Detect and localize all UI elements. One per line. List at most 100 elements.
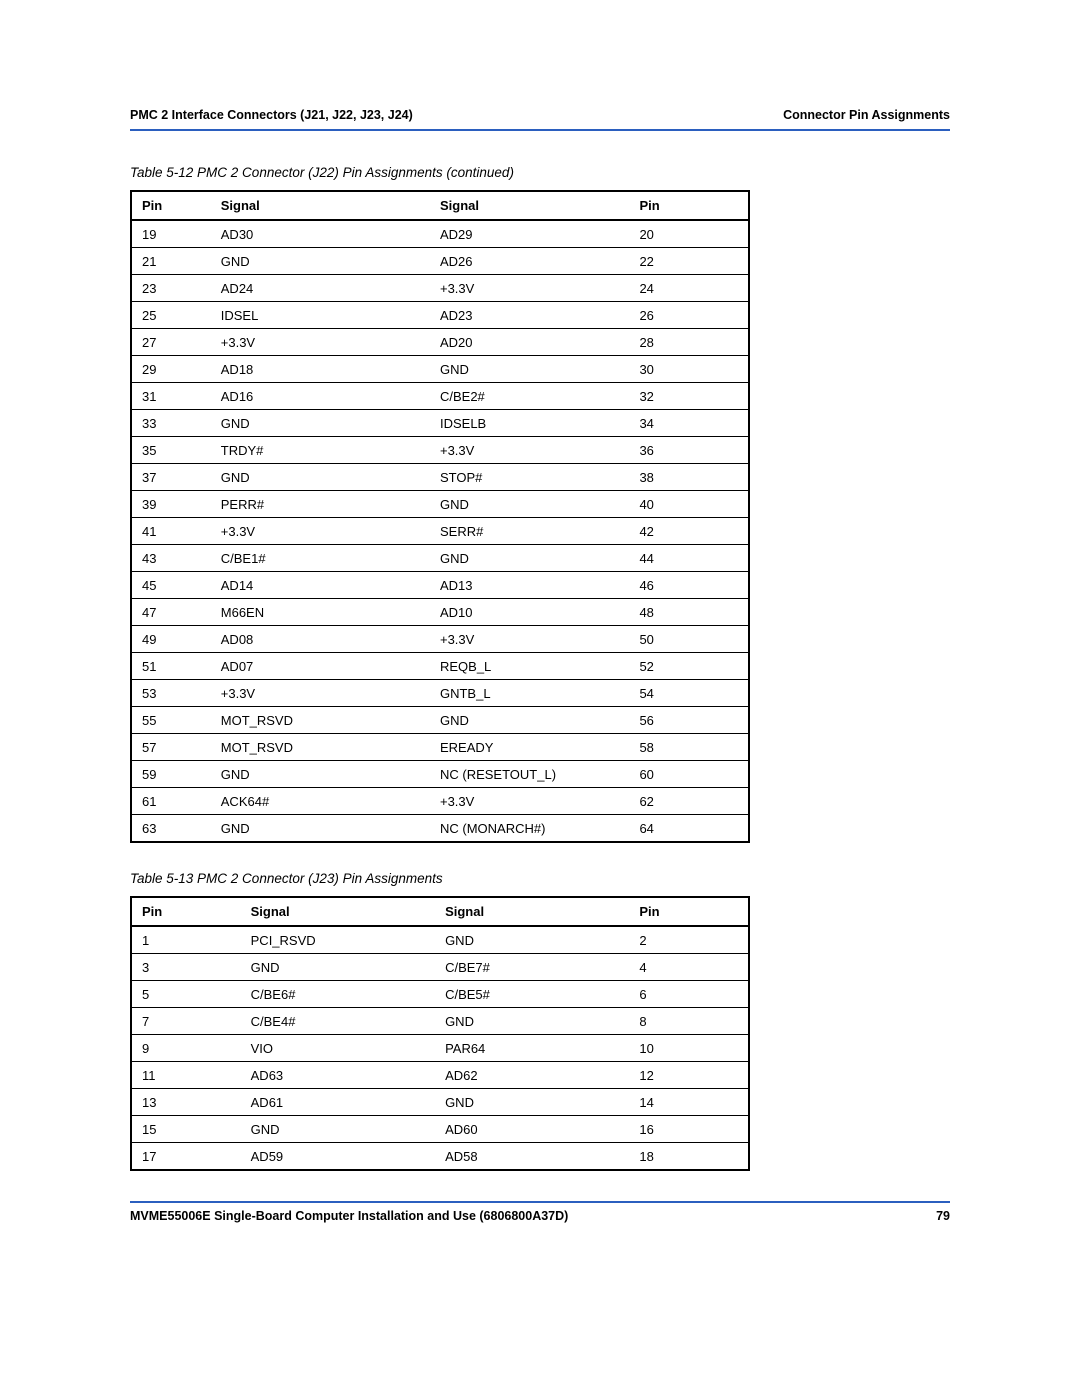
table2-cell: GND bbox=[435, 1008, 629, 1035]
table1-cell: GND bbox=[211, 410, 430, 437]
table2-cell: AD58 bbox=[435, 1143, 629, 1171]
table1-row: 45AD14AD1346 bbox=[131, 572, 749, 599]
table1-cell: AD23 bbox=[430, 302, 629, 329]
table2-cell: 14 bbox=[629, 1089, 749, 1116]
table2-col-pin-left: Pin bbox=[131, 897, 241, 926]
table1-row: 53+3.3VGNTB_L54 bbox=[131, 680, 749, 707]
table1-col-pin-left: Pin bbox=[131, 191, 211, 220]
table1-cell: +3.3V bbox=[211, 518, 430, 545]
table2-cell: PCI_RSVD bbox=[241, 926, 435, 954]
table1-cell: GND bbox=[430, 707, 629, 734]
table1-cell: GND bbox=[211, 248, 430, 275]
table1-cell: 40 bbox=[629, 491, 749, 518]
table1-row: 37GNDSTOP#38 bbox=[131, 464, 749, 491]
table1-cell: 33 bbox=[131, 410, 211, 437]
table1-cell: 53 bbox=[131, 680, 211, 707]
table1-cell: AD30 bbox=[211, 220, 430, 248]
table2-cell: GND bbox=[241, 954, 435, 981]
table1-cell: AD14 bbox=[211, 572, 430, 599]
table1-cell: AD07 bbox=[211, 653, 430, 680]
table2-cell: 17 bbox=[131, 1143, 241, 1171]
header-right-text: Connector Pin Assignments bbox=[783, 108, 950, 122]
table1-cell: 52 bbox=[629, 653, 749, 680]
table2-row: 11AD63AD6212 bbox=[131, 1062, 749, 1089]
table1-cell: GND bbox=[211, 464, 430, 491]
table1-cell: 30 bbox=[629, 356, 749, 383]
table1-row: 29AD18GND30 bbox=[131, 356, 749, 383]
table1-row: 59GNDNC (RESETOUT_L)60 bbox=[131, 761, 749, 788]
table1-cell: NC (MONARCH#) bbox=[430, 815, 629, 843]
table1-cell: AD13 bbox=[430, 572, 629, 599]
header-rule bbox=[130, 129, 950, 131]
footer-rule bbox=[130, 1201, 950, 1203]
table1-cell: TRDY# bbox=[211, 437, 430, 464]
footer-left-text: MVME55006E Single-Board Computer Install… bbox=[130, 1209, 568, 1223]
table2-cell: C/BE4# bbox=[241, 1008, 435, 1035]
table1-cell: AD18 bbox=[211, 356, 430, 383]
table1-row: 25IDSELAD2326 bbox=[131, 302, 749, 329]
page: PMC 2 Interface Connectors (J21, J22, J2… bbox=[0, 0, 1080, 1283]
table2-cell: 1 bbox=[131, 926, 241, 954]
table1-cell: AD10 bbox=[430, 599, 629, 626]
table2-cell: 10 bbox=[629, 1035, 749, 1062]
table1-cell: M66EN bbox=[211, 599, 430, 626]
table2: Pin Signal Signal Pin 1PCI_RSVDGND23GNDC… bbox=[130, 896, 750, 1171]
table1-cell: SERR# bbox=[430, 518, 629, 545]
table1-row: 41+3.3VSERR#42 bbox=[131, 518, 749, 545]
table1-row: 61ACK64#+3.3V62 bbox=[131, 788, 749, 815]
table2-header-row: Pin Signal Signal Pin bbox=[131, 897, 749, 926]
table1-col-signal-left: Signal bbox=[211, 191, 430, 220]
table2-cell: AD62 bbox=[435, 1062, 629, 1089]
table1-cell: AD16 bbox=[211, 383, 430, 410]
table1-cell: 56 bbox=[629, 707, 749, 734]
table1-cell: 50 bbox=[629, 626, 749, 653]
table2-row: 15GNDAD6016 bbox=[131, 1116, 749, 1143]
table1-cell: 28 bbox=[629, 329, 749, 356]
table1-caption: Table 5-12 PMC 2 Connector (J22) Pin Ass… bbox=[130, 165, 950, 180]
table2-cell: C/BE6# bbox=[241, 981, 435, 1008]
table1-cell: 36 bbox=[629, 437, 749, 464]
table2-row: 7C/BE4#GND8 bbox=[131, 1008, 749, 1035]
table1-header-row: Pin Signal Signal Pin bbox=[131, 191, 749, 220]
table1-cell: 48 bbox=[629, 599, 749, 626]
table1-row: 23AD24+3.3V24 bbox=[131, 275, 749, 302]
table1-cell: 32 bbox=[629, 383, 749, 410]
table2-cell: 4 bbox=[629, 954, 749, 981]
table2-col-signal-right: Signal bbox=[435, 897, 629, 926]
table1-cell: 24 bbox=[629, 275, 749, 302]
table2-cell: 11 bbox=[131, 1062, 241, 1089]
table1-cell: 44 bbox=[629, 545, 749, 572]
footer-page-number: 79 bbox=[936, 1209, 950, 1223]
table1-cell: AD24 bbox=[211, 275, 430, 302]
table1-col-signal-right: Signal bbox=[430, 191, 629, 220]
table2-cell: 3 bbox=[131, 954, 241, 981]
table1-col-pin-right: Pin bbox=[629, 191, 749, 220]
table1-cell: REQB_L bbox=[430, 653, 629, 680]
table1-row: 43C/BE1#GND44 bbox=[131, 545, 749, 572]
table2-cell: AD61 bbox=[241, 1089, 435, 1116]
table1-cell: 21 bbox=[131, 248, 211, 275]
table1-cell: PERR# bbox=[211, 491, 430, 518]
table1-cell: 57 bbox=[131, 734, 211, 761]
table1-cell: C/BE2# bbox=[430, 383, 629, 410]
table1-cell: +3.3V bbox=[430, 275, 629, 302]
table1-cell: 51 bbox=[131, 653, 211, 680]
table2-cell: 12 bbox=[629, 1062, 749, 1089]
table2-row: 3GNDC/BE7#4 bbox=[131, 954, 749, 981]
table1-cell: 26 bbox=[629, 302, 749, 329]
table2-col-signal-left: Signal bbox=[241, 897, 435, 926]
table1-cell: ACK64# bbox=[211, 788, 430, 815]
table2-cell: C/BE7# bbox=[435, 954, 629, 981]
table1-cell: 46 bbox=[629, 572, 749, 599]
table2-row: 17AD59AD5818 bbox=[131, 1143, 749, 1171]
table1-cell: 64 bbox=[629, 815, 749, 843]
table1-cell: GND bbox=[430, 545, 629, 572]
table1-cell: +3.3V bbox=[211, 329, 430, 356]
table1-cell: 31 bbox=[131, 383, 211, 410]
table1-row: 55MOT_RSVDGND56 bbox=[131, 707, 749, 734]
table1-cell: +3.3V bbox=[430, 437, 629, 464]
table1-cell: 49 bbox=[131, 626, 211, 653]
table1-cell: AD08 bbox=[211, 626, 430, 653]
table1-cell: 63 bbox=[131, 815, 211, 843]
table2-cell: AD63 bbox=[241, 1062, 435, 1089]
